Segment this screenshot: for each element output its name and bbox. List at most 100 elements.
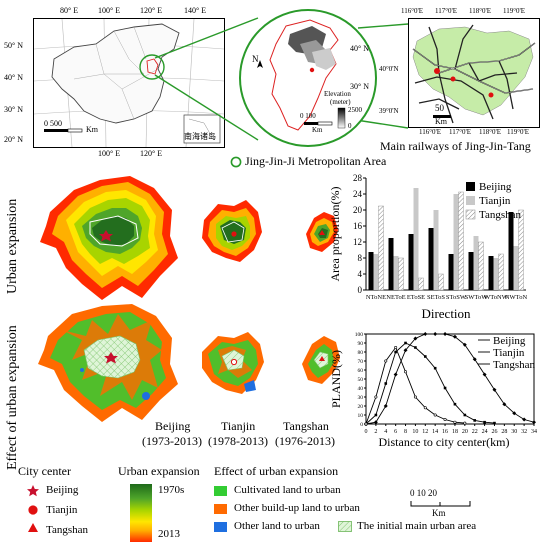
legend-expansion-title: Urban expansion bbox=[118, 464, 200, 478]
line-point-beijing bbox=[423, 332, 428, 336]
legend-effect-cultivated: Cultivated land to urban bbox=[234, 484, 341, 496]
tangshan-effect-map bbox=[302, 336, 340, 384]
railway-tianjin-dot bbox=[450, 76, 456, 82]
line-point-tianjin bbox=[443, 386, 447, 390]
legend-effect-buildup: Other build-up land to urban bbox=[234, 502, 360, 514]
line-xtick-label: 16 bbox=[442, 429, 448, 435]
region-highlight-circle bbox=[139, 54, 165, 80]
region-lat-30: 30° N bbox=[350, 82, 369, 91]
line-xtick-label: 32 bbox=[521, 429, 527, 435]
bar-category-label: EToSE bbox=[407, 294, 425, 301]
tianjin-effect-circle-icon bbox=[230, 358, 238, 366]
bar-tangshan bbox=[418, 277, 424, 291]
line-series-tangshan bbox=[365, 346, 465, 425]
legend-city-symbols bbox=[27, 485, 39, 532]
beijing-effect-star-icon bbox=[104, 352, 118, 364]
line-ytick-label: 60 bbox=[358, 368, 364, 374]
line-point-beijing bbox=[462, 342, 467, 347]
tianjin-expansion-map bbox=[202, 200, 262, 262]
china-lat-30: 30° N bbox=[4, 105, 23, 114]
line-xtick-label: 6 bbox=[394, 429, 397, 435]
line-point-tangshan bbox=[384, 359, 388, 363]
bar-tangshan bbox=[498, 253, 504, 291]
beijing-effect-map bbox=[38, 304, 178, 422]
jingjinji-outline bbox=[146, 58, 159, 75]
city-name-tianjin: Tianjin bbox=[221, 419, 256, 433]
tangshan-effect-triangle-icon bbox=[319, 356, 325, 361]
bar-tangshan bbox=[518, 209, 524, 291]
china-scale-label: 0 500 bbox=[44, 119, 62, 128]
bar-ytick-label: 8 bbox=[358, 253, 363, 263]
line-xtick-label: 26 bbox=[491, 429, 497, 435]
row-label-effect: Effect of urban expansion bbox=[5, 325, 20, 470]
elevation-light bbox=[312, 48, 336, 70]
elevation-min: 0 bbox=[348, 122, 352, 130]
line-xtick-label: 34 bbox=[531, 429, 537, 435]
line-point-beijing bbox=[433, 332, 438, 336]
line-xtick-label: 20 bbox=[462, 429, 468, 435]
line-xtick-label: 2 bbox=[374, 429, 377, 435]
legend-city-tianjin: Tianjin bbox=[46, 504, 78, 516]
line-point-tangshan bbox=[404, 370, 408, 374]
line-series-tianjin bbox=[365, 342, 495, 425]
line-ytick-label: 70 bbox=[358, 359, 364, 365]
region-map: 40° N 30° N N Elevation (meter) 2500 0 0… bbox=[238, 8, 378, 148]
china-lon-140: 140° E bbox=[184, 6, 207, 15]
line-point-tianjin bbox=[483, 420, 486, 424]
bar-xlabel: Direction bbox=[421, 306, 471, 320]
line-ytick-label: 50 bbox=[358, 377, 364, 383]
line-xtick-label: 10 bbox=[412, 429, 418, 435]
bar-tangshan bbox=[378, 205, 384, 291]
line-xtick-label: 14 bbox=[432, 429, 438, 435]
line-point-tianjin bbox=[463, 413, 467, 417]
line-legend-label: Tangshan bbox=[493, 359, 535, 371]
rail-lon-bot-117: 117°0'E bbox=[449, 128, 472, 136]
line-xtick-label: 30 bbox=[511, 429, 517, 435]
line-xtick-label: 28 bbox=[501, 429, 507, 435]
bar-beijing bbox=[508, 212, 514, 290]
railway-beijing-dot bbox=[434, 68, 440, 74]
line-ytick-label: 40 bbox=[358, 386, 364, 392]
line-point-beijing bbox=[383, 404, 388, 408]
line-xtick-label: 4 bbox=[384, 429, 387, 435]
city-period-tianjin: (1978-2013) bbox=[208, 434, 268, 448]
rail-lon-top-118: 118°0'E bbox=[469, 7, 492, 15]
line-point-beijing bbox=[393, 372, 398, 377]
region-scale-unit: Km bbox=[312, 126, 323, 134]
city-name-beijing: Beijing bbox=[155, 419, 191, 433]
china-lat-50: 50° N bbox=[4, 41, 23, 50]
legend-city-center-title: City center bbox=[18, 464, 71, 478]
legend-scale-bar bbox=[410, 501, 471, 507]
city-name-tangshan: Tangshan bbox=[283, 419, 329, 433]
line-point-tianjin bbox=[414, 346, 417, 349]
legend-scale-unit: Km bbox=[432, 508, 446, 518]
legend-circle-icon bbox=[28, 505, 38, 515]
china-lon-bottom-120: 120° E bbox=[140, 149, 163, 158]
bar-legend-label: Tianjin bbox=[479, 195, 511, 207]
line-legend-label: Beijing bbox=[493, 335, 526, 347]
rail-lon-bot-119: 119°0'E bbox=[507, 128, 530, 136]
china-lon-100: 100° E bbox=[98, 6, 121, 15]
legend-scale-label: 0 10 20 bbox=[410, 488, 437, 498]
china-lat-20: 20° N bbox=[4, 135, 23, 144]
line-point-tangshan bbox=[364, 422, 368, 426]
line-point-tangshan bbox=[463, 421, 467, 425]
elevation-max: 2500 bbox=[348, 106, 362, 114]
line-xtick-label: 18 bbox=[452, 429, 458, 435]
rail-scale-label: 50 bbox=[435, 103, 444, 113]
tangshan-expansion-map bbox=[306, 212, 338, 252]
line-series-beijing bbox=[365, 333, 535, 425]
line-point-beijing bbox=[532, 420, 536, 425]
line-point-beijing bbox=[482, 372, 487, 377]
line-point-tangshan bbox=[443, 418, 447, 422]
line-xtick-label: 24 bbox=[482, 429, 488, 435]
bar-tianjin bbox=[473, 236, 479, 290]
china-lon-120: 120° E bbox=[140, 6, 163, 15]
bar-beijing bbox=[448, 254, 454, 290]
line-point-beijing bbox=[512, 411, 517, 416]
line-ytick-label: 100 bbox=[355, 332, 364, 338]
china-scale-bar bbox=[44, 129, 68, 132]
south-sea-inset bbox=[183, 114, 221, 144]
bar-tangshan bbox=[478, 241, 484, 291]
